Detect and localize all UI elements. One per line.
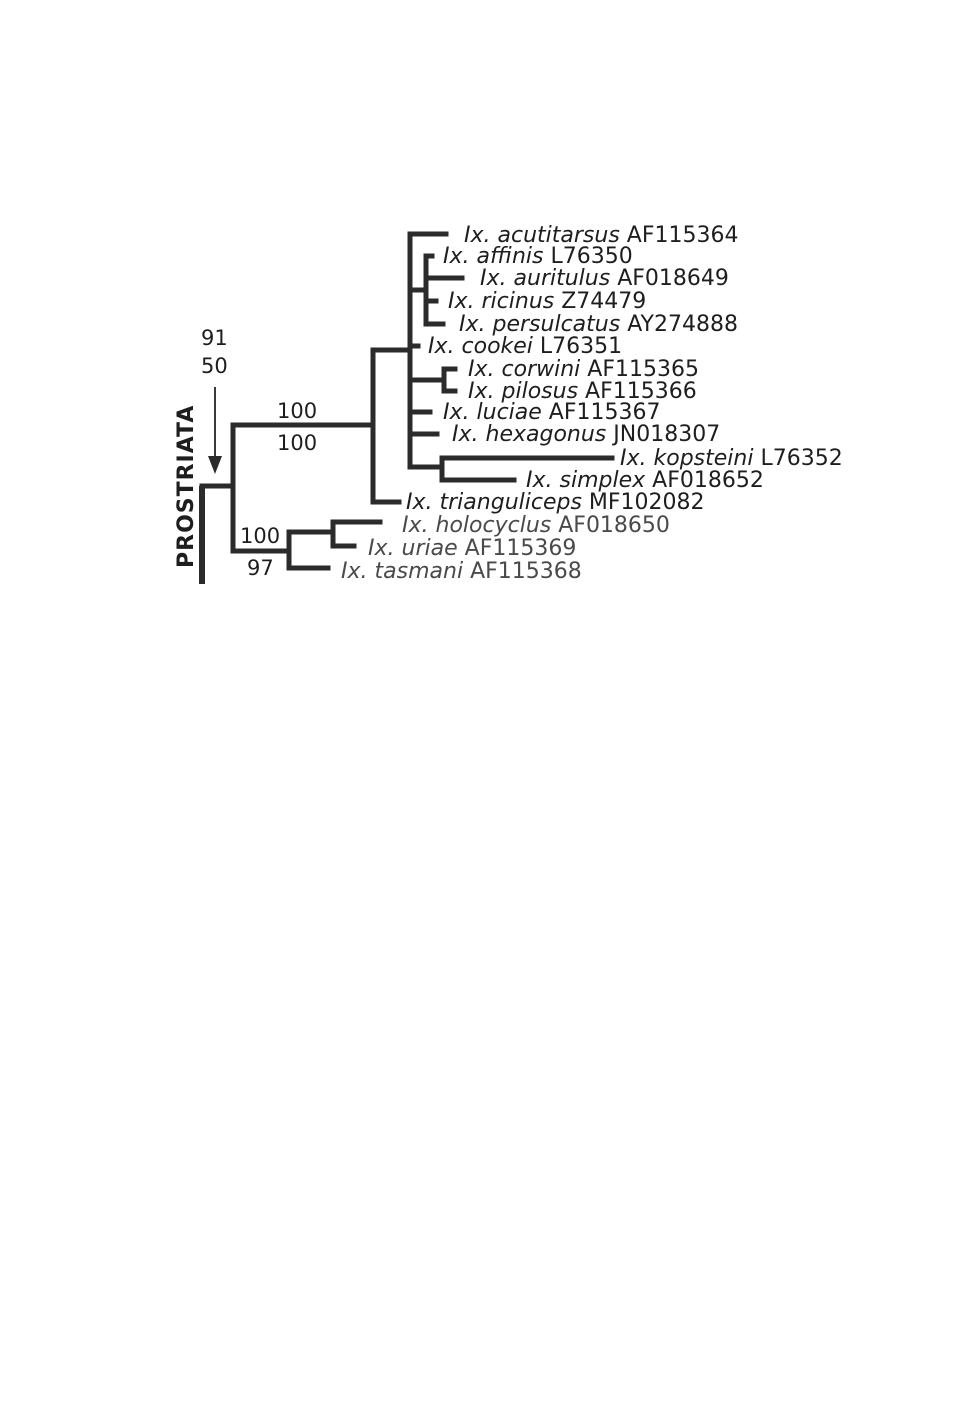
taxon-label: Ix. kopsteini L76352 <box>620 446 843 471</box>
support-stem-top: 91 <box>201 326 228 350</box>
taxon-label: Ix. simplex AF018652 <box>526 468 764 493</box>
support-stem-bottom: 50 <box>201 354 228 378</box>
taxon-label: Ix. tasmani AF115368 <box>341 559 582 584</box>
taxon-label: Ix. holocyclus AF018650 <box>402 513 670 538</box>
taxon-label: Ix. persulcatus AY274888 <box>459 312 738 337</box>
taxon-label: Ix. luciae AF115367 <box>443 400 660 425</box>
support-clade-a-top: 100 <box>277 399 317 423</box>
arrow-head <box>208 456 222 474</box>
taxon-label: Ix. trianguliceps MF102082 <box>406 490 705 515</box>
support-clade-b-top: 100 <box>240 524 280 548</box>
taxon-label: Ix. affinis L76350 <box>443 244 633 269</box>
taxon-label: Ix. acutitarsus AF115364 <box>464 223 738 248</box>
taxon-label: Ix. corwini AF115365 <box>468 357 699 382</box>
taxon-label: Ix. cookei L76351 <box>428 334 622 359</box>
taxon-label: Ix. uriae AF115369 <box>368 536 576 561</box>
support-clade-b-bottom: 97 <box>247 556 274 580</box>
taxon-label: Ix. hexagonus JN018307 <box>452 422 720 447</box>
taxon-label: Ix. pilosus AF115366 <box>468 379 697 404</box>
taxon-label: Ix. ricinus Z74479 <box>448 289 646 314</box>
taxon-label: Ix. auritulus AF018649 <box>480 266 729 291</box>
clade-label-prostriata: PROSTRIATA <box>174 405 199 568</box>
support-clade-a-bottom: 100 <box>277 431 317 455</box>
